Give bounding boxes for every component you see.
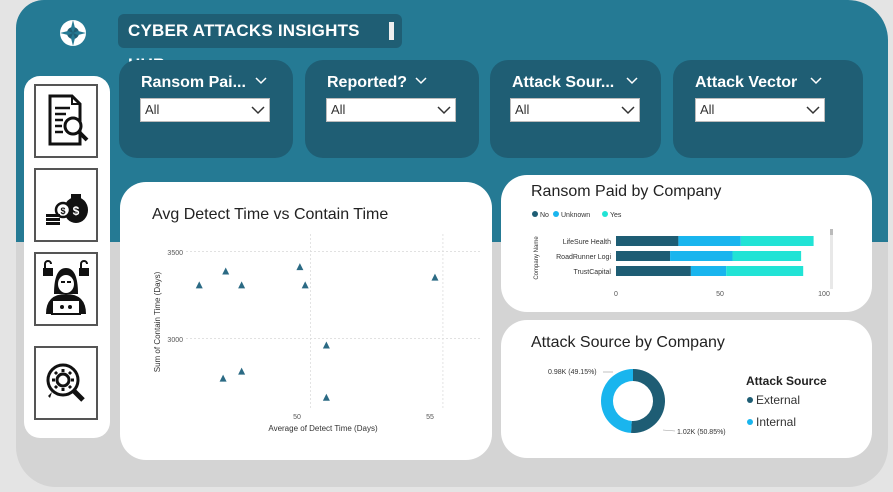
- ransom-bar-segment: [726, 266, 804, 276]
- legend-internal-label: Internal: [756, 415, 796, 429]
- scatter-point: [238, 281, 246, 289]
- attack-source-card: Attack Source by Company 0.98K (49.15%) …: [501, 320, 872, 458]
- svg-text:$: $: [73, 204, 80, 218]
- donut-label-external: 1.02K (50.85%): [677, 429, 726, 436]
- gear-search-icon: [46, 363, 85, 402]
- dashboard-title: CYBER ATTACKS INSIGHTS HUB: [118, 14, 402, 74]
- donut-label-internal: 0.98K (49.15%): [548, 369, 597, 376]
- scatter-xtick-50: 50: [293, 414, 301, 421]
- donut-slice-internal: [601, 369, 633, 433]
- legend-internal-marker: [747, 419, 753, 425]
- sidebar-item-money[interactable]: $ $: [34, 168, 98, 242]
- chevron-down-icon: [806, 106, 820, 115]
- scatter-point: [322, 341, 330, 349]
- filter-ransom-paid-select[interactable]: All: [140, 98, 270, 122]
- filter-reported-label: Reported?: [327, 74, 407, 91]
- chevron-down-icon: [621, 106, 635, 115]
- chevron-down-icon[interactable]: [415, 74, 427, 86]
- sidebar-item-report[interactable]: [34, 84, 98, 158]
- scatter-point: [296, 263, 304, 271]
- sidebar-item-hacker[interactable]: [34, 252, 98, 326]
- scatter-point: [301, 281, 309, 289]
- ransom-scrollbar[interactable]: [830, 229, 833, 289]
- ransom-axis-title: Company Name: [534, 236, 540, 280]
- legend-unknown-marker: [553, 211, 559, 217]
- filter-attack-source: Attack Sour... All: [490, 60, 661, 158]
- donut-slice-external: [630, 369, 665, 433]
- scatter-title: Avg Detect Time vs Contain Time: [152, 206, 389, 223]
- ransom-bar-segment: [670, 251, 733, 261]
- filter-attack-vector-select[interactable]: All: [695, 98, 825, 122]
- legend-unknown-label: Unknown: [561, 212, 590, 219]
- filter-attack-source-select[interactable]: All: [510, 98, 640, 122]
- filter-attack-vector-value: All: [700, 102, 715, 117]
- hacker-icon: [43, 260, 89, 315]
- scatter-ytick-3500: 3500: [167, 250, 183, 257]
- chevron-down-icon[interactable]: [810, 74, 822, 86]
- ransom-scrollbar-thumb[interactable]: [830, 229, 833, 235]
- ransom-bar-segment: [616, 251, 671, 261]
- scatter-ylabel: Sum of Contain Time (Days): [153, 271, 162, 372]
- chevron-down-icon[interactable]: [626, 74, 638, 86]
- ransom-card: Ransom Paid by Company No Unknown Yes Co…: [501, 175, 872, 312]
- scatter-point: [219, 374, 227, 382]
- donut-leader-external: [662, 429, 676, 432]
- scatter-point: [431, 273, 439, 281]
- legend-yes-label: Yes: [610, 212, 622, 219]
- money-bags-icon: $ $: [46, 194, 88, 225]
- ransom-bar-segment: [616, 266, 691, 276]
- ransom-xtick-0: 0: [614, 291, 618, 298]
- chevron-down-icon: [251, 106, 265, 115]
- filter-attack-source-value: All: [515, 102, 530, 117]
- ransom-bar-segment: [732, 251, 802, 261]
- filter-reported-value: All: [331, 102, 346, 117]
- ransom-category-label: TrustCapital: [574, 269, 612, 276]
- filter-attack-vector-label: Attack Vector: [695, 74, 798, 91]
- ransom-xtick-50: 50: [716, 291, 724, 298]
- legend-no-label: No: [540, 212, 549, 219]
- scatter-point: [222, 267, 230, 275]
- scatter-point: [195, 281, 203, 289]
- filter-attack-source-label: Attack Sour...: [512, 74, 615, 91]
- attack-source-legend-title: Attack Source: [746, 374, 827, 388]
- svg-text:$: $: [60, 206, 65, 216]
- ransom-bar-segment: [678, 236, 741, 246]
- ransom-category-label: LifeSure Health: [563, 239, 611, 246]
- chevron-down-icon[interactable]: [255, 74, 267, 86]
- ransom-bar-segment: [690, 266, 727, 276]
- chevron-down-icon: [437, 106, 451, 115]
- ransom-xtick-100: 100: [818, 291, 830, 298]
- scatter-xtick-55: 55: [426, 414, 434, 421]
- scatter-ytick-3000: 3000: [167, 337, 183, 344]
- attack-source-donut: 0.98K (49.15%) 1.02K (50.85%) Attack Sou…: [548, 369, 827, 436]
- scatter-point: [238, 367, 246, 375]
- title-caret: [389, 22, 394, 40]
- filter-reported: Reported? All: [305, 60, 479, 158]
- scatter-chart: 3500 3000 50 55 Average of Detect Time (…: [153, 234, 480, 433]
- legend-yes-marker: [602, 211, 608, 217]
- scatter-point: [322, 393, 330, 401]
- app-logo-icon: [60, 20, 86, 46]
- sidebar: $ $: [24, 76, 110, 438]
- ransom-bar-segment: [740, 236, 814, 246]
- legend-no-marker: [532, 211, 538, 217]
- ransom-category-label: RoadRunner Logi: [556, 254, 611, 261]
- filter-ransom-paid-value: All: [145, 102, 160, 117]
- filter-ransom-paid: Ransom Pai... All: [119, 60, 293, 158]
- filter-ransom-paid-label: Ransom Pai...: [141, 74, 246, 91]
- attack-source-title: Attack Source by Company: [531, 334, 725, 351]
- ransom-bar-segment: [616, 236, 679, 246]
- filter-attack-vector: Attack Vector All: [673, 60, 863, 158]
- report-search-icon: [48, 94, 89, 146]
- filter-reported-select[interactable]: All: [326, 98, 456, 122]
- scatter-xlabel: Average of Detect Time (Days): [268, 424, 378, 433]
- legend-external-label: External: [756, 393, 800, 407]
- ransom-title: Ransom Paid by Company: [531, 183, 722, 200]
- legend-external-marker: [747, 397, 753, 403]
- ransom-chart: No Unknown Yes Company Name LifeSure Hea…: [532, 211, 833, 298]
- scatter-card: Avg Detect Time vs Contain Time 3500 300…: [120, 182, 492, 460]
- sidebar-item-settings-search[interactable]: [34, 346, 98, 420]
